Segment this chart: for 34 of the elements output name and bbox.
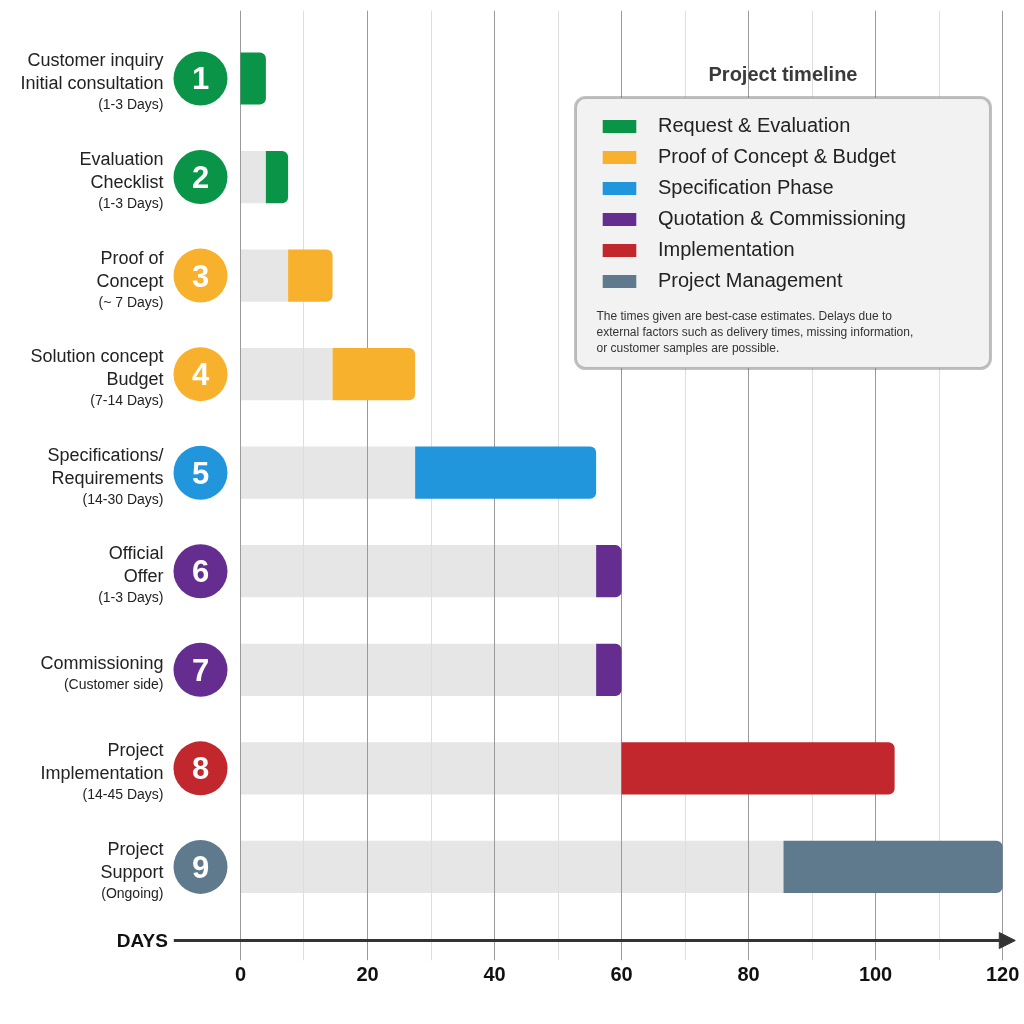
x-tick-label: 80: [737, 962, 760, 985]
legend-label: Proof of Concept & Budget: [658, 145, 896, 168]
y-tick-label: Specifications/ Requirements (14-30 Days): [47, 444, 164, 507]
y-tick-label: Customer inquiry Initial consultation (1-3 Days): [20, 50, 164, 113]
annotation: 4: [191, 357, 210, 393]
y-tick-label: Proof of Concept (~ 7 Days): [96, 247, 165, 310]
legend-label: Quotation & Commissioning: [658, 207, 906, 230]
legend-label: Request & Evaluation: [658, 114, 851, 137]
annotation: The times given are best-case estimates. Delays due to external factors such as delivery times, missing information, or customer samples are possible.: [596, 308, 914, 355]
y-tick-label: Commissioning (Customer side): [40, 653, 164, 693]
y-tick-label: Evaluation Checklist (1-3 Days): [79, 149, 164, 212]
y-tick-label: Project Implementation (14-45 Days): [40, 740, 164, 803]
annotation: 5: [191, 455, 210, 491]
annotation: 3: [191, 258, 210, 294]
y-tick-label: Project Support (Ongoing): [100, 838, 164, 901]
x-tick-label: 120: [985, 962, 1020, 985]
legend-label: Implementation: [658, 238, 795, 261]
x-tick-label: 60: [610, 962, 633, 985]
annotation: 1: [191, 61, 210, 97]
text: Project timeline: [708, 62, 858, 85]
x-tick-label: 100: [858, 962, 893, 985]
annotation: 8: [191, 751, 210, 787]
annotation: 6: [191, 554, 210, 590]
x-tick-label: 0: [234, 962, 247, 985]
legend-label: Project Management: [658, 269, 843, 292]
x-tick-label: 40: [483, 962, 506, 985]
annotation: 2: [191, 160, 210, 196]
y-tick-label: Official Offer (1-3 Days): [98, 543, 164, 606]
annotation: 7: [191, 652, 210, 688]
x-tick-label: 20: [356, 962, 379, 985]
annotation: 9: [191, 849, 210, 885]
legend-label: Specification Phase: [658, 176, 834, 199]
y-tick-label: Solution concept Budget (7-14 Days): [30, 346, 164, 409]
x-axis-title: DAYS: [116, 930, 168, 951]
